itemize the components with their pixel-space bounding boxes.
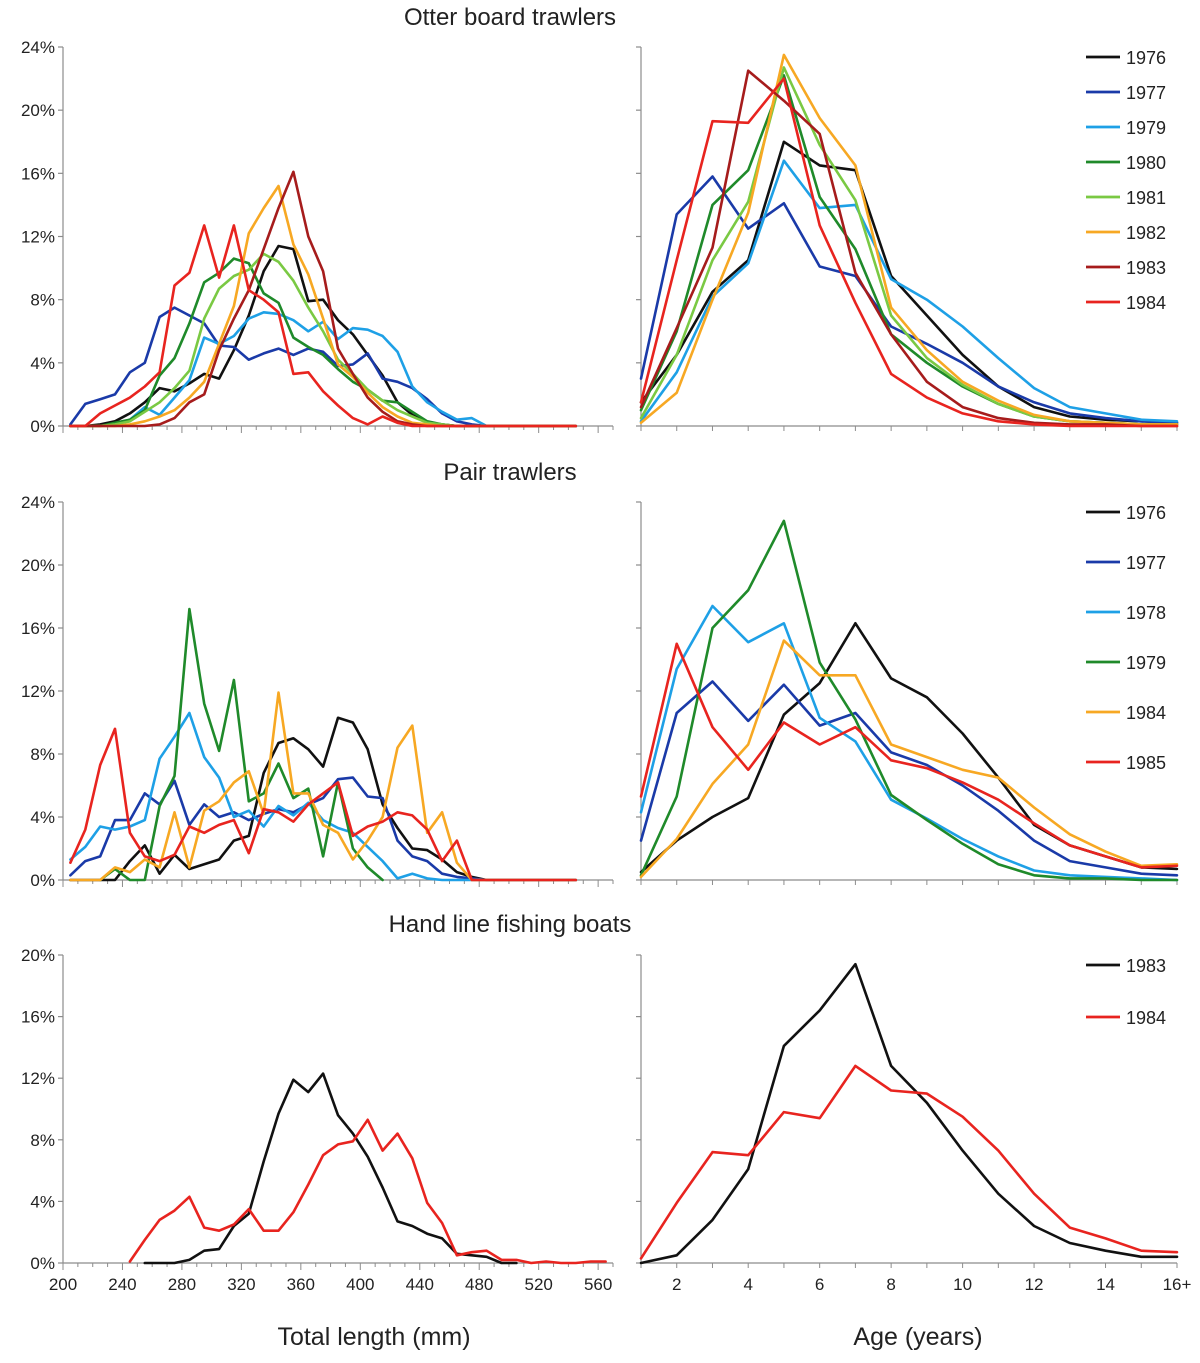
y-tick-label: 24% [21,38,55,57]
y-tick-label: 16% [21,164,55,183]
legend-label: 1980 [1126,153,1166,173]
legend-label: 1979 [1126,653,1166,673]
y-tick-label: 24% [21,493,55,512]
series-line-age-1984 [639,1064,1179,1260]
legend-label: 1978 [1126,603,1166,623]
y-tick-label: 8% [30,291,55,310]
x-tick-label: 360 [287,1275,315,1294]
series-line-length-1984 [128,1118,607,1265]
legend-label: 1984 [1126,293,1166,313]
series-line-length-1979 [98,607,384,882]
panel-title: Hand line fishing boats [389,911,632,938]
legend-label: 1979 [1126,118,1166,138]
panel-title: Pair trawlers [443,459,576,486]
legend-label: 1983 [1126,956,1166,976]
legend-label: 1983 [1126,258,1166,278]
panel-title: Otter board trawlers [404,4,616,31]
x-tick-label: 10 [953,1275,972,1294]
x-tick-label: 12 [1025,1275,1044,1294]
series-line-age-1984 [639,639,1179,879]
series-line-length-1983 [143,1072,518,1265]
legend-label: 1984 [1126,1008,1166,1028]
age-chart [636,501,1179,885]
x-tick-label: 8 [886,1275,895,1294]
y-tick-label: 0% [30,1254,55,1273]
y-tick-label: 8% [30,1131,55,1150]
x-tick-label: 520 [524,1275,552,1294]
x-tick-label: 200 [49,1275,77,1294]
series-line-length-1984 [69,224,578,428]
x-tick-label: 2 [672,1275,681,1294]
y-tick-label: 4% [30,1192,55,1211]
legend-label: 1984 [1126,703,1166,723]
length-chart: 0% 4% 8% 12% 16% 20% 200 240 280 320 360 400 440 480 5… [21,946,614,1294]
series-line-age-1978 [639,604,1179,882]
legend-label: 1976 [1126,503,1166,523]
series-line-length-1985 [69,727,578,882]
series-line-age-1983 [639,962,1179,1265]
series-line-age-1983 [639,69,1179,428]
y-tick-label: 12% [21,1069,55,1088]
x-tick-label: 400 [346,1275,374,1294]
length-chart: 0% 4% 8% 12% 16% 20% 24% [21,38,614,436]
y-tick-label: 16% [21,1008,55,1027]
x-tick-label: 14 [1096,1275,1115,1294]
panel-2: Hand line fishing boats0%4%8%12%16%20%20… [21,911,1192,1294]
y-tick-label: 20% [21,556,55,575]
y-tick-label: 4% [30,354,55,373]
series-line-age-1976 [639,140,1179,425]
y-tick-label: 12% [21,682,55,701]
y-tick-label: 0% [30,417,55,436]
series-line-age-1982 [639,53,1179,426]
series-line-age-1977 [639,680,1179,877]
legend-label: 1977 [1126,83,1166,103]
age-chart: 2 4 6 8 10 12 14 16+ [636,954,1192,1294]
x-tick-label: 480 [465,1275,493,1294]
x-axis-title-length: Total length (mm) [277,1323,470,1351]
series-line-age-1985 [639,642,1179,869]
age-chart [636,46,1179,431]
x-tick-label: 4 [743,1275,752,1294]
legend-label: 1977 [1126,553,1166,573]
x-tick-label: 320 [227,1275,255,1294]
y-tick-label: 20% [21,101,55,120]
legend-label: 1976 [1126,48,1166,68]
x-tick-label: 6 [815,1275,824,1294]
series-line-age-1979 [639,159,1179,423]
length-chart: 0% 4% 8% 12% 16% 20% 24% [21,493,614,890]
x-tick-label: 240 [108,1275,136,1294]
panel-0: Otter board trawlers 0% 4% 8% 12% 16% 20% 24% 19… [21,4,1179,436]
y-tick-label: 4% [30,808,55,827]
x-tick-label: 16+ [1163,1275,1192,1294]
x-tick-label: 280 [168,1275,196,1294]
panel-1: Pair trawlers0%4%8%12%16%20%24%197619771… [21,459,1179,890]
y-tick-label: 20% [21,946,55,965]
series-line-age-1979 [639,519,1179,882]
x-tick-label: 560 [584,1275,612,1294]
y-tick-label: 8% [30,745,55,764]
x-axis-title-age: Age (years) [853,1323,982,1351]
legend: 1976 1977 1978 1979 1984 1985 [1086,503,1166,773]
legend-label: 1985 [1126,753,1166,773]
legend-label: 1982 [1126,223,1166,243]
y-tick-label: 16% [21,619,55,638]
legend: 1976 1977 1979 1980 1981 1982 1983 1984 [1086,48,1166,313]
y-tick-label: 12% [21,228,55,247]
y-tick-label: 0% [30,871,55,890]
x-tick-label: 440 [406,1275,434,1294]
series-line-age-1984 [639,77,1179,428]
legend-label: 1981 [1126,188,1166,208]
legend: 1983 1984 [1086,956,1166,1028]
